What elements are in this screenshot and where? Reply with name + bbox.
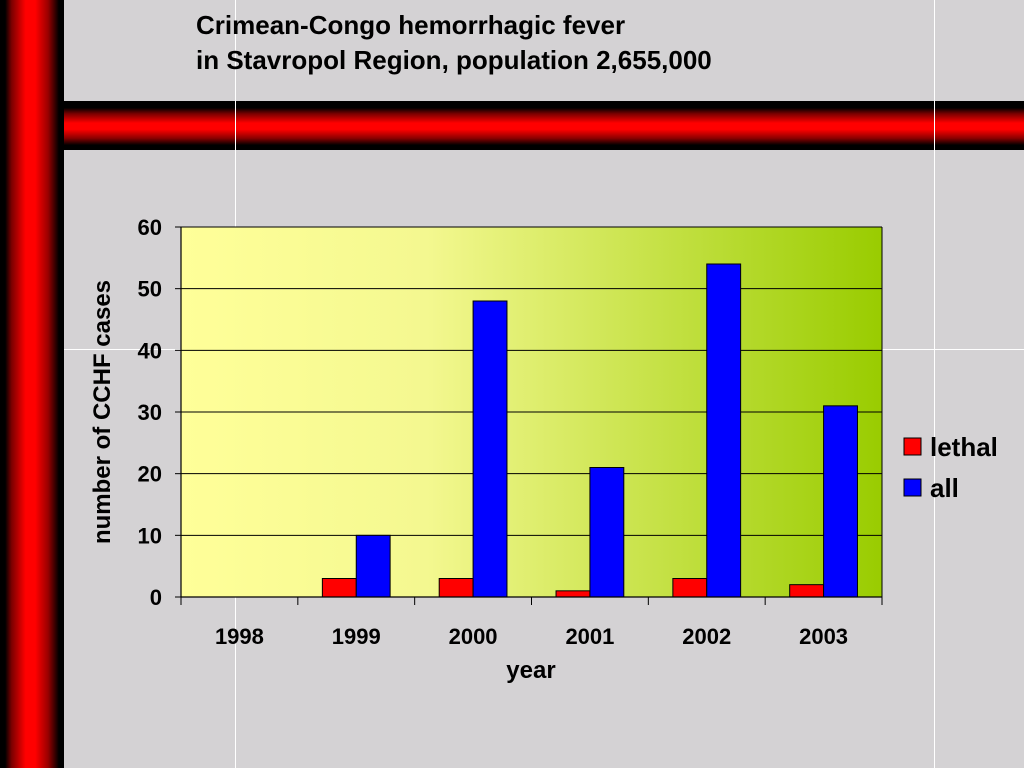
bar-all-2001 <box>589 467 625 598</box>
x-axis-title: year <box>506 657 555 684</box>
y-tick-label: 10 <box>138 523 162 548</box>
y-tick-label: 50 <box>138 277 162 302</box>
bar-lethal-2000 <box>438 578 474 598</box>
x-tick-label-2001: 2001 <box>565 624 614 649</box>
bar-lethal-2001 <box>555 590 591 598</box>
top-decorative-bar <box>64 101 1024 150</box>
y-axis-title: number of CCHF cases <box>89 280 116 544</box>
bar-lethal-1999 <box>321 578 357 598</box>
title-line-2: in Stavropol Region, population 2,655,00… <box>196 45 712 75</box>
y-tick-label: 20 <box>138 462 162 487</box>
bar-all-2000 <box>472 300 508 598</box>
legend-label-all: all <box>930 473 959 503</box>
legend-swatch-lethal <box>903 437 922 456</box>
y-tick-label: 60 <box>138 215 162 240</box>
bar-all-2002 <box>706 263 742 598</box>
bar-lethal-2003 <box>789 584 825 598</box>
title-line-1: Crimean-Congo hemorrhagic fever <box>196 10 626 40</box>
bar-lethal-2002 <box>672 578 708 598</box>
legend-label-lethal: lethal <box>930 432 998 462</box>
y-tick-label: 0 <box>150 585 162 610</box>
x-tick-label-1999: 1999 <box>332 624 381 649</box>
x-tick-label-1998: 1998 <box>215 624 264 649</box>
bar-all-1999 <box>355 534 391 598</box>
x-tick-label-2000: 2000 <box>449 624 498 649</box>
x-tick-label-2003: 2003 <box>799 624 848 649</box>
y-tick-label: 40 <box>138 338 162 363</box>
x-tick-label-2002: 2002 <box>682 624 731 649</box>
guide-line-vertical-right <box>934 0 935 768</box>
slide-title: Crimean-Congo hemorrhagic fever in Stavr… <box>196 8 712 78</box>
y-tick-label: 30 <box>138 400 162 425</box>
left-decorative-bar <box>0 0 64 768</box>
legend-swatch-all <box>903 478 922 497</box>
chart-legend: lethal all <box>903 432 998 503</box>
bar-all-2003 <box>823 405 858 598</box>
